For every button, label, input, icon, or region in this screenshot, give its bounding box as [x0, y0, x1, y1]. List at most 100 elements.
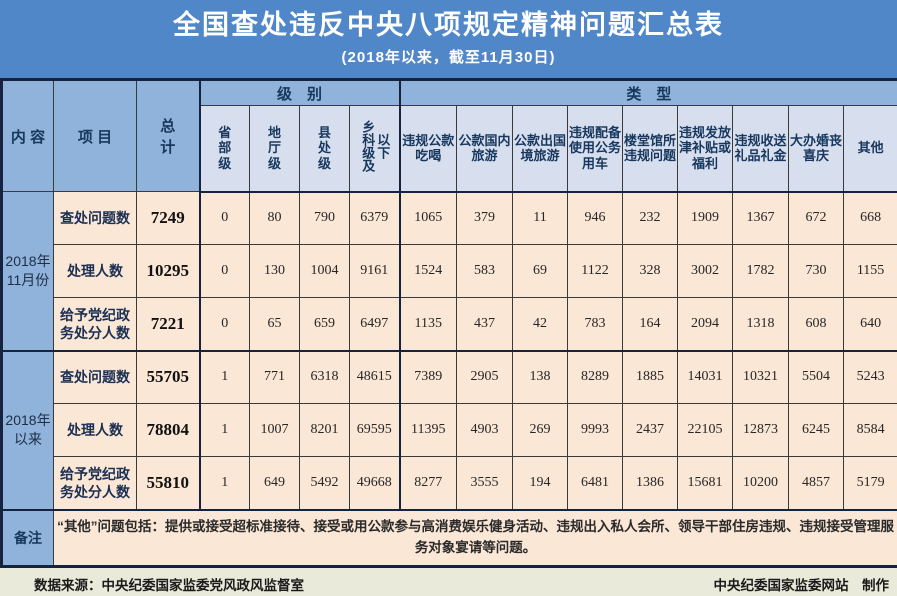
data-cell: 48615 [348, 349, 401, 404]
data-cell: 15681 [677, 456, 734, 510]
data-cell: 164 [622, 297, 679, 351]
data-cell: 5243 [843, 349, 897, 404]
data-cell: 1524 [398, 244, 458, 298]
col-header-total: 总 计 [136, 79, 200, 192]
total-cell: 78804 [136, 403, 200, 457]
data-cell: 730 [788, 244, 845, 298]
data-cell: 4903 [456, 403, 514, 457]
data-cell: 6379 [348, 191, 401, 245]
data-cell: 80 [249, 191, 300, 245]
row-label: 给予党纪政 务处分人数 [53, 297, 137, 351]
footer-band: 数据来源：中央纪委国家监委党风政风监督室 中央纪委国家监委网站 制作 [0, 568, 897, 596]
data-cell: 771 [249, 349, 300, 404]
period-cell-november: 2018年 11月份 [1, 191, 54, 351]
row-label: 查处问题数 [53, 191, 137, 245]
table-row: 处理人数 78804 1 1007 8201 69595 11395 4903 … [2, 403, 897, 457]
data-cell: 1007 [249, 403, 300, 457]
col-header-type-domestic-travel: 公款国内 旅游 [456, 105, 514, 193]
data-cell: 8584 [843, 403, 897, 457]
data-cell: 1 [198, 456, 250, 510]
data-cell: 194 [512, 456, 569, 510]
data-cell: 22105 [677, 403, 734, 457]
data-cell: 1 [198, 403, 250, 457]
col-header-county-level: 县 处 级 [299, 105, 350, 193]
col-header-type-weddings-funerals: 大办婚丧 喜庆 [788, 105, 845, 193]
total-cell: 7221 [136, 297, 200, 351]
data-cell: 1386 [622, 456, 679, 510]
data-cell: 583 [456, 244, 514, 298]
data-cell: 1318 [732, 297, 790, 351]
township-level-vertical-text: 乡科级及以下 [360, 119, 391, 172]
col-header-provincial-level: 省 部 级 [198, 105, 250, 193]
data-cell: 0 [198, 244, 250, 298]
page-subtitle: (2018年以来，截至11月30日) [341, 48, 556, 66]
total-cell: 7249 [136, 191, 200, 245]
data-cell: 1782 [732, 244, 790, 298]
data-cell: 5492 [299, 456, 350, 510]
col-header-township-level: 乡科级及以下 [348, 105, 401, 193]
table-row: 处理人数 10295 0 130 1004 9161 1524 583 69 1… [2, 244, 897, 298]
col-header-type-dining: 违规公款 吃喝 [398, 105, 458, 193]
data-cell: 130 [249, 244, 300, 298]
total-cell: 10295 [136, 244, 200, 298]
credit-text: 中央纪委国家监委网站 制作 [713, 577, 890, 593]
data-cell: 5504 [788, 349, 845, 404]
data-cell: 0 [198, 297, 250, 351]
col-header-prefecture-level: 地 厅 级 [249, 105, 300, 193]
row-label: 给予党纪政 务处分人数 [53, 456, 137, 510]
data-cell: 946 [567, 191, 624, 245]
data-cell: 6318 [299, 349, 350, 404]
data-cell: 269 [512, 403, 569, 457]
data-cell: 783 [567, 297, 624, 351]
col-group-level: 级 别 [198, 79, 401, 106]
col-header-type-allowances: 违规发放 津补贴或 福利 [677, 105, 734, 193]
table-row: 给予党纪政 务处分人数 55810 1 649 5492 49668 8277 … [2, 456, 897, 510]
data-cell: 2905 [456, 349, 514, 404]
table-row: 给予党纪政 务处分人数 7221 0 65 659 6497 1135 437 … [2, 297, 897, 351]
data-source-text: 数据来源：中央纪委国家监委党风政风监督室 [34, 577, 304, 593]
data-cell: 9993 [567, 403, 624, 457]
data-cell: 7389 [398, 349, 458, 404]
data-cell: 49668 [348, 456, 401, 510]
data-cell: 1885 [622, 349, 679, 404]
data-cell: 9161 [348, 244, 401, 298]
data-cell: 790 [299, 191, 350, 245]
data-cell: 6497 [348, 297, 401, 351]
data-cell: 8201 [299, 403, 350, 457]
data-cell: 8289 [567, 349, 624, 404]
data-cell: 69 [512, 244, 569, 298]
page-title: 全国查处违反中央八项规定精神问题汇总表 [173, 10, 724, 41]
data-cell: 232 [622, 191, 679, 245]
data-cell: 2437 [622, 403, 679, 457]
data-cell: 65 [249, 297, 300, 351]
data-cell: 1065 [398, 191, 458, 245]
data-cell: 11395 [398, 403, 458, 457]
col-header-type-overseas-travel: 公款出国 境旅游 [512, 105, 569, 193]
data-cell: 138 [512, 349, 569, 404]
note-label: 备注 [1, 508, 54, 567]
table-row: 2018年 11月份 查处问题数 7249 0 80 790 6379 1065… [1, 191, 897, 351]
data-cell: 437 [456, 297, 514, 351]
col-header-content: 内 容 [1, 79, 54, 192]
col-header-type-official-cars: 违规配备 使用公务 用车 [567, 105, 624, 193]
data-cell: 379 [456, 191, 514, 245]
col-header-type-gifts: 违规收送 礼品礼金 [732, 105, 790, 193]
note-row: 备注 “其他”问题包括：提供或接受超标准接待、接受或用公款参与高消费娱乐健身活动… [1, 508, 897, 567]
data-cell: 3555 [456, 456, 514, 510]
title-bar: 全国查处违反中央八项规定精神问题汇总表 (2018年以来，截至11月30日) [0, 0, 897, 78]
data-cell: 12873 [732, 403, 790, 457]
data-cell: 1 [198, 349, 250, 404]
summary-table: 内 容 项 目 总 计 级 别 类 型 省 部 级 地 厅 级 县 处 级 乡科… [0, 78, 897, 568]
total-cell: 55810 [136, 456, 200, 510]
row-label: 处理人数 [53, 403, 137, 457]
data-cell: 69595 [348, 403, 401, 457]
data-cell: 10200 [732, 456, 790, 510]
data-cell: 1155 [843, 244, 897, 298]
col-header-project: 项 目 [53, 79, 137, 192]
table-row: 2018年 以来 查处问题数 55705 1 771 6318 48615 73… [1, 349, 897, 510]
data-cell: 649 [249, 456, 300, 510]
note-text: “其他”问题包括：提供或接受超标准接待、接受或用公款参与高消费娱乐健身活动、违规… [52, 508, 897, 567]
data-cell: 6481 [567, 456, 624, 510]
row-label: 查处问题数 [53, 349, 137, 404]
